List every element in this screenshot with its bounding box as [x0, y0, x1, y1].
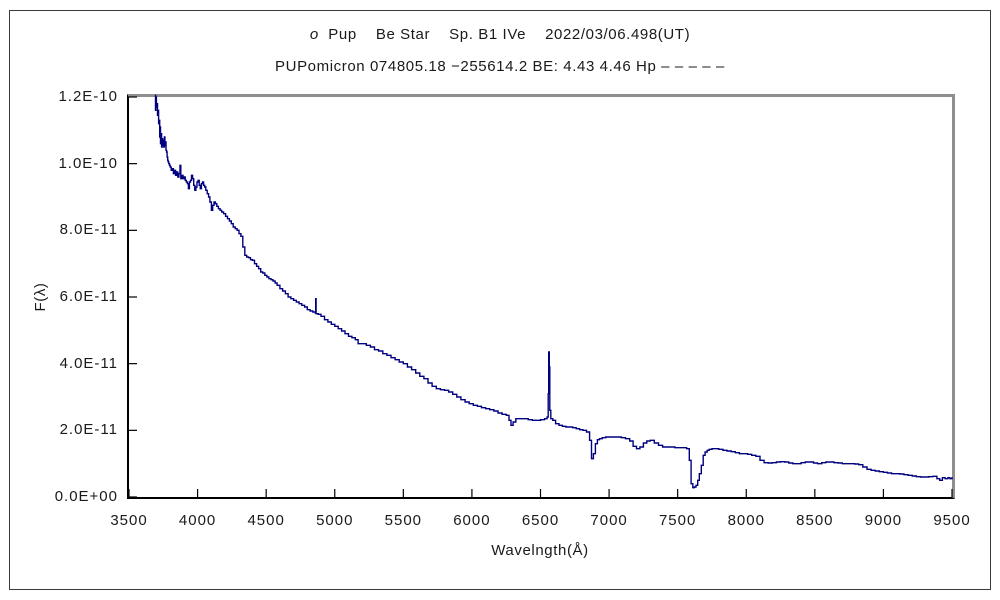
- x-tick-label: 5000: [316, 512, 354, 529]
- y-tick-label: 4.0E-11: [59, 354, 118, 372]
- x-tick-label: 8500: [796, 512, 834, 529]
- x-tick-label: 4000: [178, 512, 217, 529]
- x-tick-label: 9000: [864, 512, 903, 529]
- x-tick-label: 7500: [658, 512, 697, 529]
- y-tick-label: 1.0E-10: [58, 154, 118, 172]
- x-tick-label: 6000: [453, 512, 491, 529]
- chart-title: o Pup Be Star Sp. B1 IVe 2022/03/06.498(…: [0, 26, 1000, 43]
- y-tick-label: 1.2E-10: [58, 88, 118, 105]
- chart-outer-border: [9, 10, 991, 590]
- x-tick-label: 7000: [590, 512, 628, 529]
- plot-area: [127, 94, 955, 499]
- x-tick-label: 8000: [727, 512, 765, 529]
- y-tick-label: 6.0E-11: [59, 288, 118, 305]
- y-tick-label: 2.0E-11: [59, 421, 118, 439]
- chart-subtitle: PUPomicron 074805.18 −255614.2 BE: 4.43 …: [275, 58, 725, 75]
- spectrum-svg: [128, 94, 953, 498]
- chart-title-text: Pup Be Star Sp. B1 IVe 2022/03/06.498(UT…: [318, 26, 691, 43]
- x-tick-label: 4500: [247, 512, 285, 529]
- spectrum-line: [154, 94, 953, 489]
- x-tick-label: 3500: [110, 512, 148, 529]
- x-axis-title: Wavelngth(Å): [491, 542, 589, 559]
- chart-title-star-symbol: o: [309, 26, 319, 43]
- x-tick-label: 5500: [384, 512, 423, 529]
- y-tick-label: 0.0E+00: [54, 488, 118, 505]
- y-tick-label: 8.0E-11: [59, 221, 118, 239]
- x-tick-label: 9500: [933, 512, 971, 529]
- x-tick-label: 6500: [521, 512, 560, 529]
